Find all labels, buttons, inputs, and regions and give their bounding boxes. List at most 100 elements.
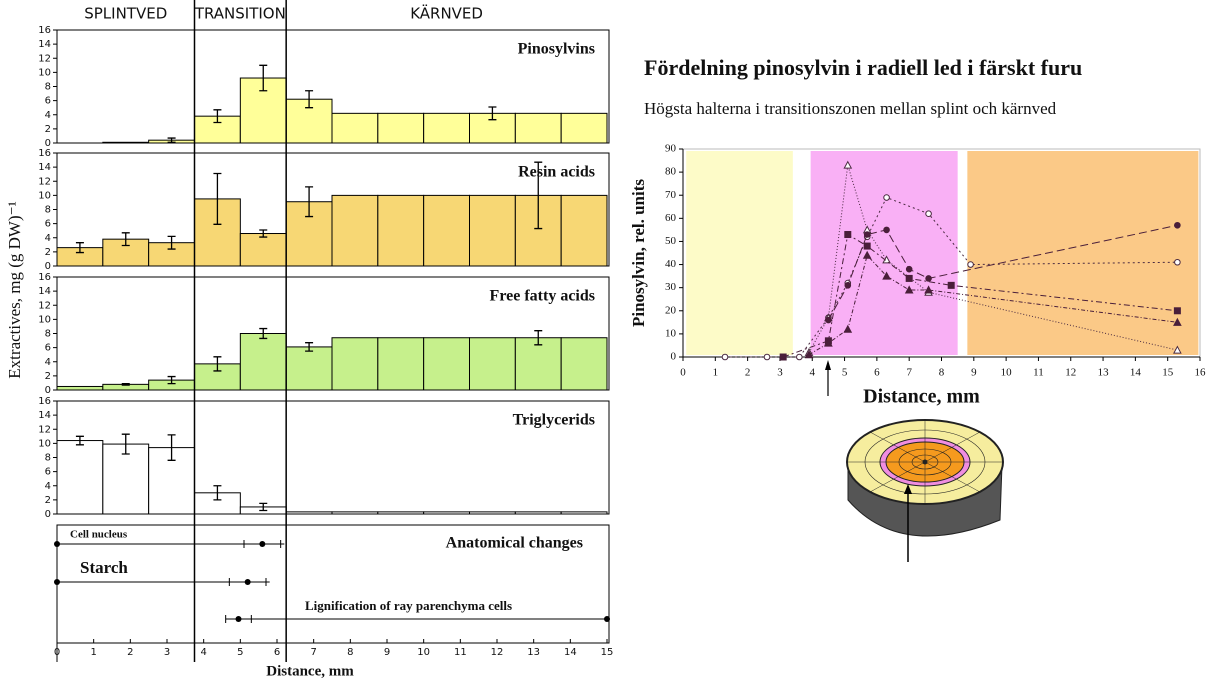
x-tick-label: 5 bbox=[842, 367, 848, 379]
marker bbox=[844, 231, 852, 239]
error-bar bbox=[75, 242, 84, 254]
y-tick-label: 50 bbox=[665, 235, 677, 247]
y-tick-label: 90 bbox=[665, 143, 677, 155]
bar bbox=[377, 337, 425, 391]
x-tick-label: 14 bbox=[564, 647, 577, 658]
x-tick-label: 0 bbox=[54, 647, 60, 658]
row-label: Lignification of ray parenchyma cells bbox=[305, 598, 512, 613]
x-tick-label: 10 bbox=[417, 647, 430, 658]
marker bbox=[863, 242, 871, 250]
marker bbox=[843, 160, 853, 169]
y-tick-label: 14 bbox=[38, 410, 51, 421]
x-axis-title: Distance, mm bbox=[863, 386, 980, 408]
row-label: Starch bbox=[80, 558, 128, 577]
y-tick-label: 20 bbox=[665, 304, 677, 316]
zone-band bbox=[810, 151, 958, 355]
error-bar bbox=[259, 502, 268, 512]
y-tick-label: 4 bbox=[45, 110, 51, 121]
bar bbox=[423, 194, 470, 267]
marker bbox=[925, 210, 932, 218]
bar bbox=[377, 511, 425, 515]
y-tick-label: 10 bbox=[38, 190, 51, 201]
marker bbox=[863, 231, 871, 238]
dot bbox=[244, 579, 251, 585]
marker bbox=[1173, 307, 1181, 315]
error-bar bbox=[121, 232, 130, 247]
y-tick-label: 0 bbox=[45, 138, 51, 149]
y-tick-label: 8 bbox=[45, 453, 51, 464]
marker bbox=[844, 282, 852, 289]
series-line bbox=[808, 254, 1178, 356]
y-tick-label: 12 bbox=[38, 53, 51, 64]
x-tick-label: 4 bbox=[200, 647, 206, 658]
bar bbox=[423, 337, 470, 391]
error-bar bbox=[121, 382, 130, 386]
y-tick-label: 16 bbox=[38, 25, 51, 36]
y-tick-label: 16 bbox=[38, 396, 51, 407]
error-bar bbox=[167, 434, 176, 461]
x-tick-label: 11 bbox=[1033, 367, 1044, 379]
y-tick-label: 12 bbox=[38, 300, 51, 311]
error-bar bbox=[167, 137, 176, 143]
bar bbox=[423, 511, 470, 515]
y-tick-label: 12 bbox=[38, 424, 51, 435]
x-tick-label: 5 bbox=[237, 647, 243, 658]
marker bbox=[1173, 345, 1182, 354]
bar bbox=[285, 511, 333, 515]
y-tick-label: 80 bbox=[665, 166, 677, 178]
x-tick-label: 8 bbox=[347, 647, 353, 658]
bar bbox=[331, 511, 379, 515]
panel-label: Pinosylvins bbox=[518, 41, 595, 58]
error-bar bbox=[167, 235, 176, 250]
error-bar bbox=[121, 433, 130, 455]
panel-label: Resin acids bbox=[518, 164, 595, 181]
x-tick-label: 1 bbox=[90, 647, 96, 658]
bar bbox=[377, 194, 425, 267]
marker bbox=[779, 353, 787, 361]
zone-band bbox=[686, 151, 793, 355]
x-tick-label: 7 bbox=[310, 647, 316, 658]
y-tick-label: 6 bbox=[45, 343, 51, 354]
y-tick-label: 10 bbox=[665, 327, 677, 339]
bar bbox=[56, 385, 104, 391]
error-bar bbox=[534, 161, 543, 230]
x-tick-label: 0 bbox=[680, 367, 686, 379]
dot bbox=[54, 541, 60, 547]
x-tick-label: 7 bbox=[906, 367, 912, 379]
marker bbox=[824, 338, 833, 347]
marker bbox=[804, 350, 814, 359]
y-tick-label: 2 bbox=[45, 247, 51, 258]
x-tick-label: 9 bbox=[384, 647, 390, 658]
y-tick-label: 14 bbox=[38, 39, 51, 50]
panel-label: Triglycerids bbox=[513, 412, 595, 429]
x-tick-label: 1 bbox=[713, 367, 719, 379]
y-tick-label: 10 bbox=[38, 67, 51, 78]
marker bbox=[1173, 317, 1182, 326]
x-tick-label: 9 bbox=[971, 367, 977, 379]
dot bbox=[259, 541, 266, 547]
error-bar bbox=[259, 229, 268, 238]
y-tick-label: 6 bbox=[45, 96, 51, 107]
error-bar bbox=[167, 375, 176, 385]
marker bbox=[1174, 258, 1181, 266]
bar bbox=[560, 194, 608, 267]
y-tick-label: 2 bbox=[45, 124, 51, 135]
y-tick-label: 8 bbox=[45, 205, 51, 216]
y-axis-title: Extractives, mg (g DW)⁻¹ bbox=[5, 201, 24, 378]
y-tick-label: 8 bbox=[45, 82, 51, 93]
x-tick-label: 13 bbox=[527, 647, 540, 658]
x-tick-label: 11 bbox=[454, 647, 467, 658]
y-tick-label: 16 bbox=[38, 148, 51, 159]
marker bbox=[967, 261, 974, 268]
marker bbox=[905, 265, 913, 273]
dot bbox=[604, 616, 610, 622]
y-tick-label: 60 bbox=[665, 212, 677, 224]
stump-illustration bbox=[846, 419, 1004, 562]
dot bbox=[54, 579, 60, 585]
bar bbox=[469, 337, 516, 391]
marker bbox=[925, 275, 932, 282]
y-tick-label: 16 bbox=[38, 272, 51, 283]
x-tick-label: 10 bbox=[1001, 367, 1013, 379]
bar bbox=[469, 511, 516, 515]
